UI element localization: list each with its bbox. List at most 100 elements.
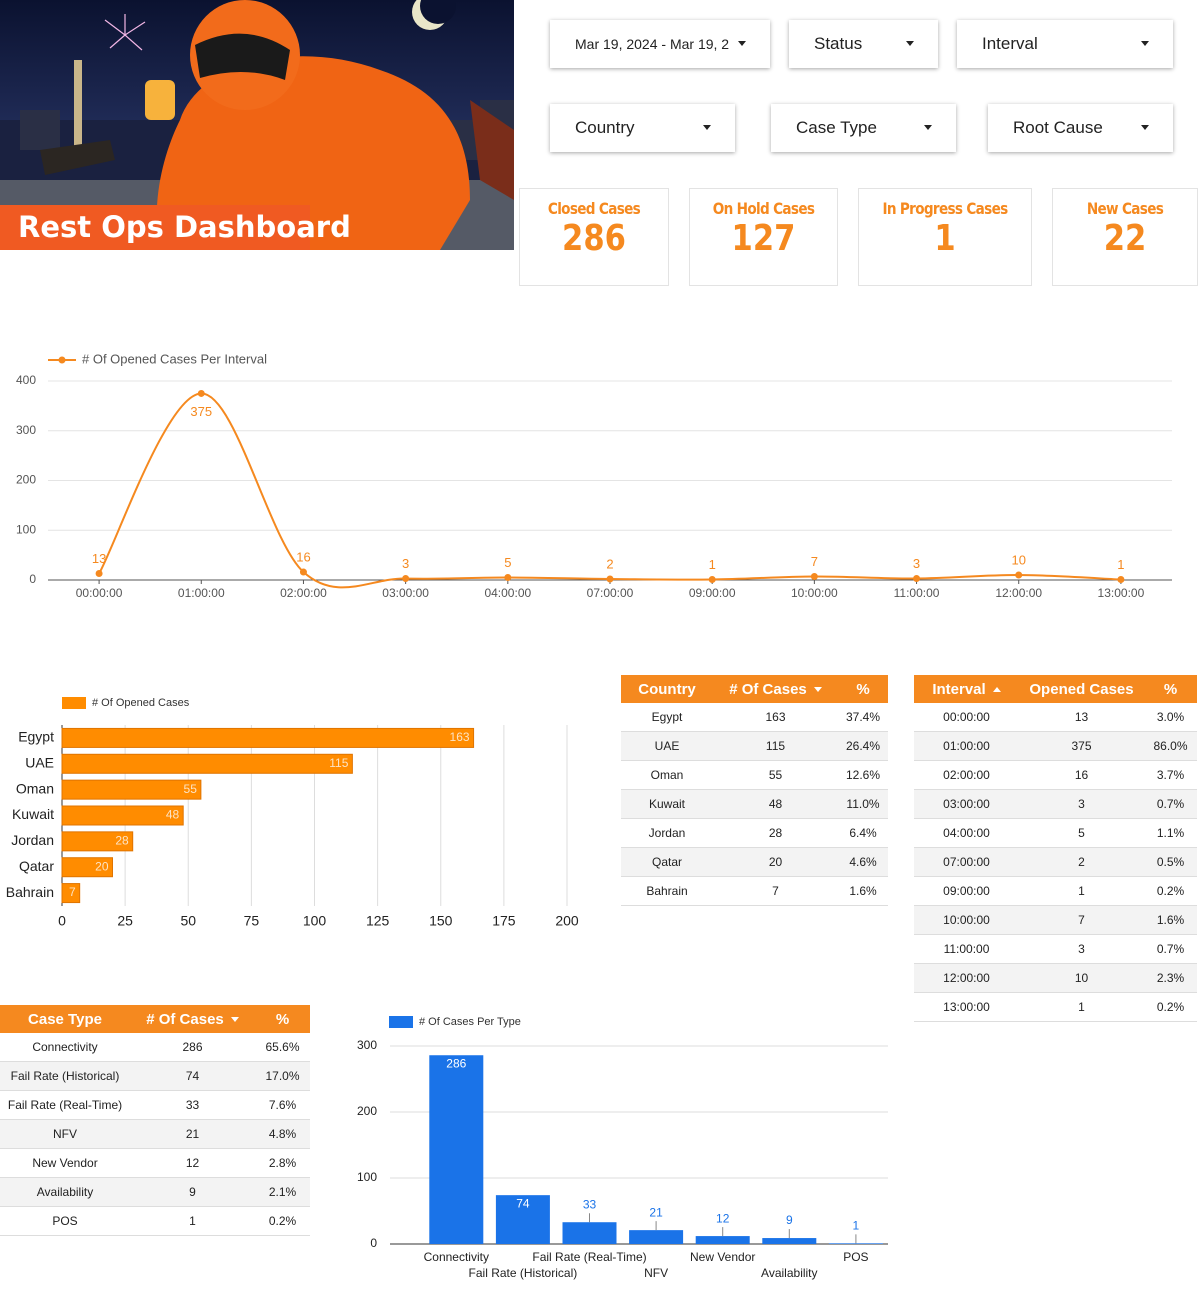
legend-label: # Of Opened Cases Per Interval: [82, 351, 267, 366]
table-cell: 3: [1078, 942, 1085, 956]
bar: [61, 805, 184, 826]
data-label: 12: [716, 1211, 730, 1225]
table-cell: 20: [768, 855, 783, 869]
bar: [61, 727, 475, 748]
table-cell: 0.5%: [1156, 855, 1185, 869]
kpi-value: 127: [731, 218, 796, 259]
table-cell: Availability: [36, 1185, 94, 1199]
table-cell: 12:00:00: [943, 971, 990, 985]
table-cell: Kuwait: [648, 797, 686, 811]
table-row: 11:00:00 3 0.7%: [914, 935, 1197, 964]
data-line: [98, 392, 1121, 589]
column-title: Interval: [932, 680, 986, 698]
column-header[interactable]: # Of Cases: [713, 681, 838, 698]
column-header[interactable]: Opened Cases: [1019, 681, 1144, 698]
table-cell: 28: [768, 826, 783, 840]
data-label: 74: [516, 1196, 530, 1210]
y-tick-label: Jordan: [11, 832, 54, 848]
kpi-label: On Hold Cases: [712, 199, 815, 218]
filter-dropdown[interactable]: Case Type: [771, 104, 956, 152]
table-cell: 0.2%: [268, 1214, 297, 1228]
table-cell: 17.0%: [265, 1069, 300, 1083]
table-row: 07:00:00 2 0.5%: [914, 848, 1197, 877]
column-title: %: [275, 1010, 290, 1028]
filter-dropdown[interactable]: Mar 19, 2024 - Mar 19, 2: [550, 20, 770, 68]
table-cell: 65.6%: [265, 1040, 300, 1054]
table-row: Oman 55 12.6%: [621, 761, 888, 790]
x-tick-label: 50: [180, 913, 196, 929]
x-tick-label: 125: [366, 913, 390, 929]
table-row: Bahrain 7 1.6%: [621, 877, 888, 906]
table-row: Fail Rate (Real-Time) 33 7.6%: [0, 1091, 310, 1120]
table-cell: 00:00:00: [943, 710, 990, 724]
filter-label: Case Type: [796, 118, 877, 137]
table-cell: 3.0%: [1156, 710, 1185, 724]
table-row: Qatar 20 4.6%: [621, 848, 888, 877]
column-header[interactable]: Interval: [914, 681, 1019, 698]
table-cell: 7: [772, 884, 779, 898]
table-cell: Fail Rate (Real-Time): [7, 1098, 123, 1112]
kpi-label: Closed Cases: [547, 199, 641, 218]
table-cell: 16: [1074, 768, 1089, 782]
column-header[interactable]: %: [1144, 681, 1197, 698]
y-tick-label: 300: [357, 1038, 377, 1052]
x-tick-label: 04:00:00: [484, 586, 531, 600]
filter-dropdown[interactable]: Status: [789, 20, 938, 68]
column-title: Case Type: [28, 1010, 102, 1028]
data-label: 20: [95, 859, 109, 873]
table-cell: 1: [189, 1214, 196, 1228]
x-tick-label: 10:00:00: [791, 586, 838, 600]
table-cell: Connectivity: [32, 1040, 98, 1054]
legend-label: # Of Cases Per Type: [419, 1016, 521, 1028]
column-header[interactable]: %: [255, 1011, 310, 1028]
table-cell: 1.1%: [1156, 826, 1185, 840]
table-cell: Egypt: [651, 710, 683, 724]
column-title: %: [856, 680, 870, 698]
point-marker: [197, 389, 205, 397]
table-cell: 286: [182, 1040, 203, 1054]
table-cell: 21: [185, 1127, 200, 1141]
table-cell: 86.0%: [1153, 739, 1188, 753]
x-tick-label: 150: [429, 913, 453, 929]
x-tick-label: 00:00:00: [76, 586, 123, 600]
x-tick-label: 07:00:00: [587, 586, 634, 600]
table-row: 02:00:00 16 3.7%: [914, 761, 1197, 790]
y-tick-label: Egypt: [18, 729, 54, 745]
column-header[interactable]: Case Type: [0, 1011, 130, 1028]
table-cell: 09:00:00: [943, 884, 990, 898]
column-header[interactable]: %: [838, 681, 888, 698]
kpi-card: New Cases 22: [1052, 188, 1198, 286]
table-row: 10:00:00 7 1.6%: [914, 906, 1197, 935]
filter-dropdown[interactable]: Interval: [957, 20, 1173, 68]
kpi-label: In Progress Cases: [882, 199, 1008, 218]
x-tick-label: 01:00:00: [178, 586, 225, 600]
table-row: Kuwait 48 11.0%: [621, 790, 888, 819]
table-header: Country # Of Cases%: [621, 675, 888, 703]
kpi-card: On Hold Cases 127: [689, 188, 838, 286]
data-table: Interval Opened Cases% 00:00:00 13 3.0% 01:00…: [914, 675, 1197, 1022]
table-header: Case Type # Of Cases%: [0, 1005, 310, 1033]
filter-dropdown[interactable]: Country: [550, 104, 735, 152]
bar: [629, 1230, 684, 1244]
table-cell: 03:00:00: [943, 797, 990, 811]
x-tick-label: 02:00:00: [280, 586, 327, 600]
table-cell: 11:00:00: [943, 942, 990, 956]
bar: [61, 831, 134, 852]
table-cell: 5: [1078, 826, 1085, 840]
dropdown-caret: [1141, 125, 1149, 130]
kpi-card: Closed Cases 286: [519, 188, 669, 286]
sort-arrow: [813, 687, 822, 693]
table-cell: 48: [768, 797, 783, 811]
column-title: Opened Cases: [1029, 680, 1134, 698]
column-header[interactable]: Country: [621, 681, 713, 698]
column-header[interactable]: # Of Cases: [130, 1011, 255, 1028]
table-cell: 163: [765, 710, 786, 724]
dropdown-caret: [1141, 41, 1149, 46]
filter-dropdown[interactable]: Root Cause: [988, 104, 1173, 152]
data-label: 21: [649, 1205, 663, 1219]
table-row: Fail Rate (Historical) 74 17.0%: [0, 1062, 310, 1091]
column-title: %: [1163, 680, 1178, 698]
dashboard-title: Rest Ops Dashboard: [18, 210, 351, 244]
